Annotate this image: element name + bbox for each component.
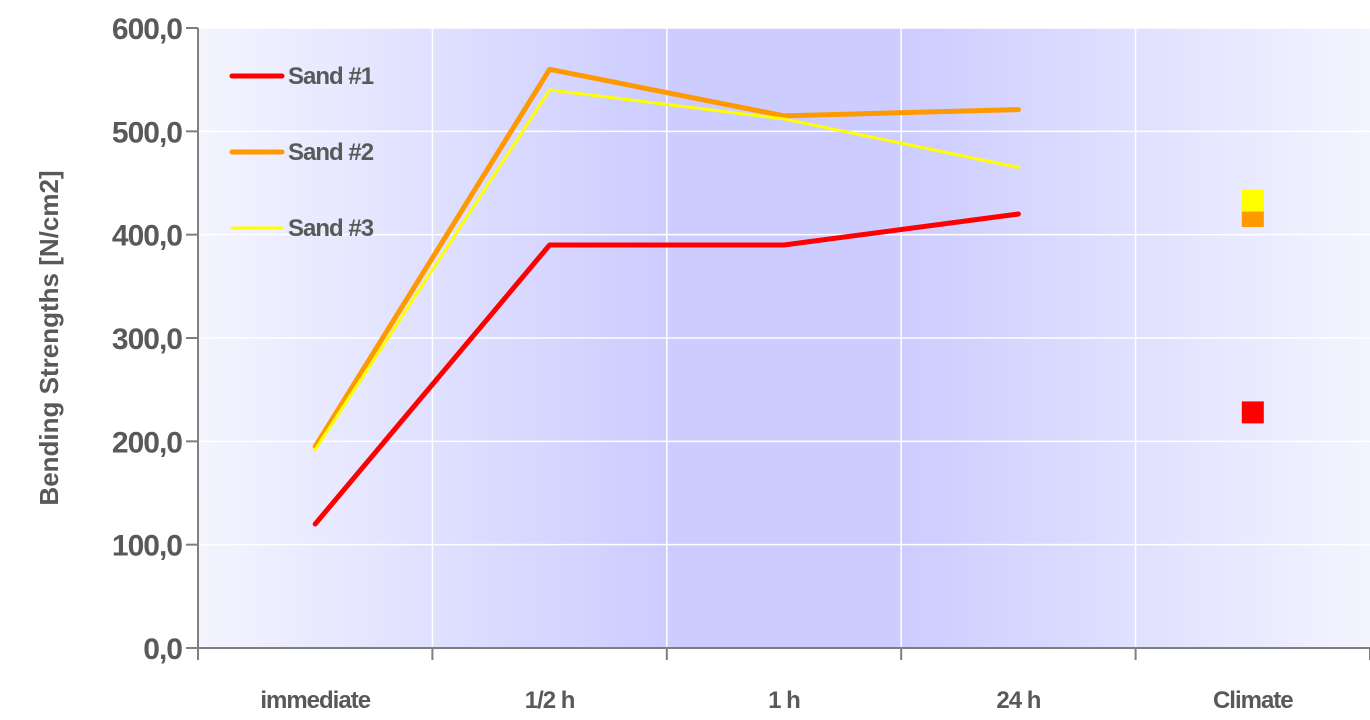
- y-tick-label: 200,0: [112, 426, 182, 459]
- legend: Sand #1 Sand #2 Sand #3: [229, 63, 375, 242]
- y-tick-label: 100,0: [112, 530, 182, 563]
- series-line: [312, 66, 1021, 449]
- legend-label: Sand #3: [288, 215, 374, 242]
- x-tick-label: 24 h: [996, 687, 1040, 714]
- y-tick-label: 300,0: [112, 323, 182, 356]
- series-marker: [1241, 401, 1264, 424]
- x-tick-label: 1 h: [768, 687, 800, 714]
- series-line: [313, 88, 1020, 452]
- y-tick-label: 0,0: [143, 633, 182, 666]
- y-axis-title: Bending Strengths [N/cm2]: [34, 170, 64, 505]
- x-tick-label: 1/2 h: [525, 687, 575, 714]
- series: [312, 66, 1264, 527]
- series-marker: [1241, 189, 1264, 212]
- grid: [198, 27, 1370, 648]
- legend-label: Sand #2: [288, 139, 374, 166]
- legend-label: Sand #1: [288, 63, 374, 90]
- y-tick-label: 500,0: [112, 116, 182, 149]
- y-tick-label: 600,0: [112, 13, 182, 46]
- axes: 0,0 100,0 200,0 300,0 400,0 500,0 600,0 immedia…: [112, 13, 1370, 714]
- x-tick-label: Climate: [1213, 687, 1293, 714]
- series-line: [312, 211, 1021, 527]
- x-tick-label: immediate: [260, 687, 370, 714]
- y-tick-label: 400,0: [112, 220, 182, 253]
